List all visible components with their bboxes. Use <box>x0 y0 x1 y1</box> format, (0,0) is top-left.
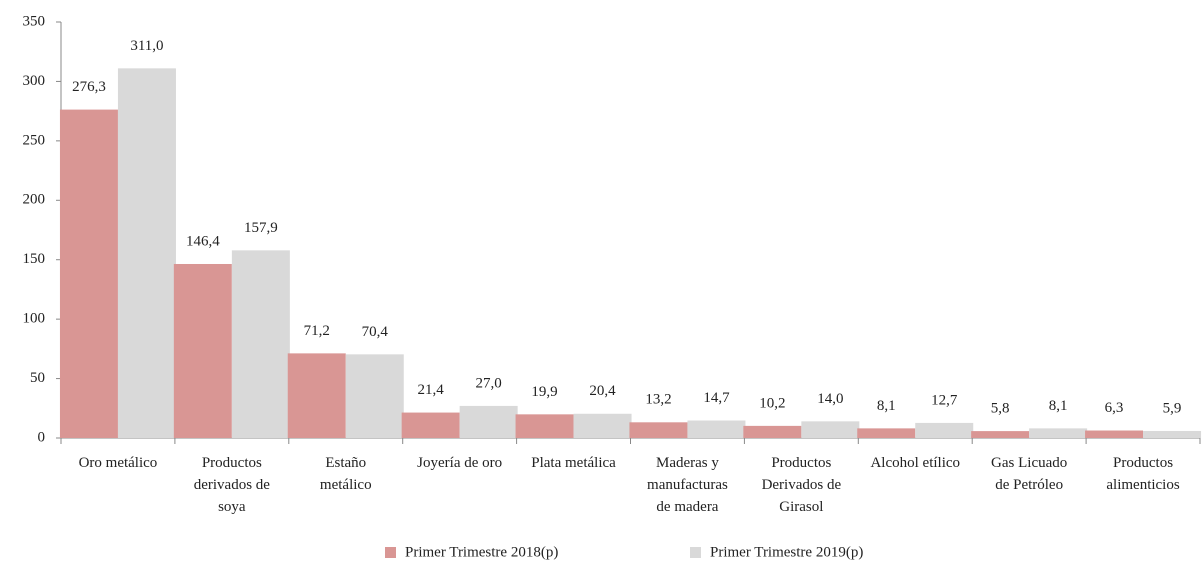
x-tick-label-line: derivados de <box>194 477 271 493</box>
bar <box>173 263 232 438</box>
x-tick-label-line: Productos <box>771 455 831 471</box>
y-tick-label: 100 <box>23 311 46 327</box>
bar <box>743 425 802 438</box>
data-label: 19,9 <box>531 384 557 400</box>
x-tick-label-line: Productos <box>1113 455 1173 471</box>
y-tick-label: 300 <box>23 73 46 89</box>
y-tick-label: 150 <box>23 251 46 267</box>
bar <box>515 414 574 438</box>
bar <box>971 431 1030 438</box>
x-tick-label: Productos Derivados de Girasol <box>762 455 842 515</box>
y-tick-label: 200 <box>23 192 46 208</box>
bar <box>573 413 632 438</box>
data-label: 20,4 <box>589 383 616 399</box>
x-tick-label-line: manufacturas <box>647 477 728 493</box>
data-label: 146,4 <box>186 233 220 249</box>
bar <box>345 354 404 438</box>
x-tick-label-line: Estaño <box>325 455 366 471</box>
bar <box>401 412 460 438</box>
x-tick-label-line: alimenticios <box>1106 477 1179 493</box>
bar <box>1085 430 1144 438</box>
data-label: 14,0 <box>817 391 843 407</box>
bar <box>687 420 746 438</box>
bar <box>287 353 346 438</box>
data-label: 70,4 <box>362 324 389 340</box>
x-tick-label-line: Girasol <box>779 499 823 515</box>
bar <box>1029 428 1088 438</box>
legend-swatch <box>690 547 701 558</box>
x-tick-label-line: Derivados de <box>762 477 842 493</box>
bar <box>629 422 688 438</box>
legend-label: Primer Trimestre 2019(p) <box>710 544 863 560</box>
data-label: 6,3 <box>1105 400 1124 416</box>
x-tick-label: Joyería de oro <box>417 455 502 471</box>
x-tick-label-line: soya <box>218 499 246 515</box>
x-tick-label: Oro metálico <box>79 455 158 471</box>
data-label: 10,2 <box>759 395 785 411</box>
data-label: 311,0 <box>130 38 163 54</box>
data-label: 8,1 <box>1049 398 1068 414</box>
x-tick-label: Alcohol etílico <box>870 455 960 471</box>
bar <box>117 68 176 439</box>
legend-swatch <box>385 547 396 558</box>
bar <box>801 421 860 438</box>
x-tick-label: Estaño metálico <box>320 455 372 493</box>
bar <box>59 109 118 438</box>
x-tick-label-line: Maderas y <box>656 455 719 471</box>
y-tick-label: 350 <box>23 13 46 29</box>
data-label: 14,7 <box>703 390 730 406</box>
data-label: 8,1 <box>877 398 896 414</box>
data-label: 12,7 <box>931 392 958 408</box>
x-tick-label-line: Gas Licuado <box>991 455 1067 471</box>
x-tick-label-line: de madera <box>656 499 718 515</box>
y-tick-label: 0 <box>38 429 46 445</box>
x-tick-label: Maderas y manufacturas de madera <box>647 455 728 515</box>
data-label: 276,3 <box>72 79 106 95</box>
x-tick-label-line: Productos <box>202 455 262 471</box>
bar <box>231 250 290 438</box>
data-label: 5,9 <box>1163 400 1182 416</box>
data-label: 27,0 <box>476 375 502 391</box>
x-tick-label-line: Alcohol etílico <box>870 455 960 471</box>
x-tick-label-line: metálico <box>320 477 372 493</box>
bar <box>459 405 518 438</box>
bar <box>1143 430 1202 438</box>
data-label: 157,9 <box>244 220 278 236</box>
data-label: 5,8 <box>991 401 1010 417</box>
bar <box>857 428 916 438</box>
y-tick-label: 50 <box>30 370 45 386</box>
data-label: 21,4 <box>418 382 445 398</box>
x-tick-label: Gas Licuado de Petróleo <box>991 455 1067 493</box>
data-label: 13,2 <box>645 392 671 408</box>
legend-label: Primer Trimestre 2018(p) <box>405 544 558 560</box>
x-tick-label-line: Plata metálica <box>531 455 616 471</box>
x-tick-label-line: Oro metálico <box>79 455 158 471</box>
x-tick-label-line: de Petróleo <box>995 477 1063 493</box>
x-tick-label: Plata metálica <box>531 455 616 471</box>
bar <box>915 422 974 438</box>
x-tick-label: Productos alimenticios <box>1106 455 1179 493</box>
y-tick-label: 250 <box>23 132 46 148</box>
data-label: 71,2 <box>304 323 330 339</box>
x-tick-label-line: Joyería de oro <box>417 455 502 471</box>
x-tick-label: Productos derivados de soya <box>194 455 271 515</box>
